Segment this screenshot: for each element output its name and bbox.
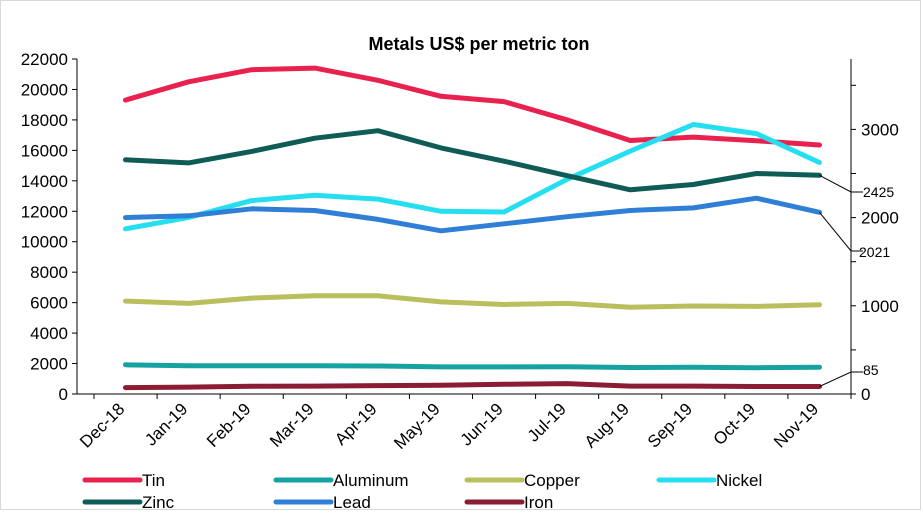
- annotation-leader-iron: [819, 371, 863, 387]
- left-y-tick-label: 2000: [30, 355, 68, 374]
- left-y-tick-label: 8000: [30, 263, 68, 282]
- axes: [76, 59, 852, 395]
- legend-label-tin: Tin: [142, 471, 165, 490]
- left-y-tick-label: 20000: [21, 80, 68, 99]
- series-line-aluminum: [123, 362, 822, 371]
- annotation-leader-lead: [819, 211, 863, 252]
- x-tick-label: Feb-19: [203, 399, 255, 451]
- left-y-tick-label: 0: [59, 385, 68, 404]
- right-y-tick-label: 1000: [861, 297, 899, 316]
- x-axis-ticks: Dec-18 Jan-19 Feb-19 Mar-19 Apr-19 May-19 Jun-…: [76, 394, 852, 453]
- x-tick-label: Sep-19: [644, 399, 696, 451]
- right-y-tick-label: 2000: [861, 209, 899, 228]
- legend: Tin Aluminum Copper Nickel Zinc Lead Iron: [82, 471, 762, 512]
- legend-label-nickel: Nickel: [716, 471, 762, 490]
- right-y-axis-ticks: 0 1000 2000 3000: [851, 84, 899, 404]
- x-tick-label: May-19: [390, 399, 444, 453]
- legend-label-lead: Lead: [333, 493, 371, 512]
- right-y-tick-label: 0: [861, 385, 870, 404]
- left-y-tick-label: 12000: [21, 202, 68, 221]
- x-tick-label: Dec-18: [76, 399, 128, 451]
- right-y-tick-label: 3000: [861, 120, 899, 139]
- x-tick-label: Apr-19: [331, 399, 381, 449]
- legend-label-copper: Copper: [524, 471, 580, 490]
- annotation-label-zinc: 2425: [863, 184, 894, 200]
- x-tick-label: Nov-19: [770, 399, 822, 451]
- x-tick-label: Jul-19: [524, 399, 570, 445]
- chart-title: Metals US$ per metric ton: [368, 34, 589, 54]
- series-line-lead: [123, 195, 822, 234]
- left-y-tick-label: 4000: [30, 324, 68, 343]
- x-tick-label: Oct-19: [710, 399, 760, 449]
- annotations: 2425 2021 85: [819, 174, 894, 387]
- left-y-tick-label: 6000: [30, 294, 68, 313]
- left-y-tick-label: 18000: [21, 111, 68, 130]
- annotation-label-iron: 85: [863, 362, 879, 378]
- series-line-zinc: [123, 128, 822, 193]
- left-y-tick-label: 14000: [21, 172, 68, 191]
- legend-label-zinc: Zinc: [142, 493, 175, 512]
- left-y-tick-label: 16000: [21, 141, 68, 160]
- left-y-axis-ticks: 0 2000 4000 6000 8000 10000 12000 14000 16000 180…: [21, 50, 77, 404]
- left-y-tick-label: 10000: [21, 233, 68, 252]
- legend-label-aluminum: Aluminum: [333, 471, 409, 490]
- series-line-copper: [123, 293, 822, 310]
- series-line-nickel: [123, 122, 822, 232]
- x-tick-label: Jun-19: [457, 399, 507, 449]
- legend-label-iron: Iron: [524, 493, 553, 512]
- left-y-tick-label: 22000: [21, 50, 68, 69]
- annotation-leader-zinc: [819, 174, 863, 193]
- series-line-iron: [123, 381, 822, 391]
- series-line-tin: [123, 65, 822, 148]
- series-lines: [123, 65, 822, 391]
- x-tick-label: Jan-19: [141, 399, 191, 449]
- x-tick-label: Aug-19: [581, 399, 633, 451]
- annotation-label-lead: 2021: [859, 244, 890, 260]
- x-tick-label: Mar-19: [266, 399, 318, 451]
